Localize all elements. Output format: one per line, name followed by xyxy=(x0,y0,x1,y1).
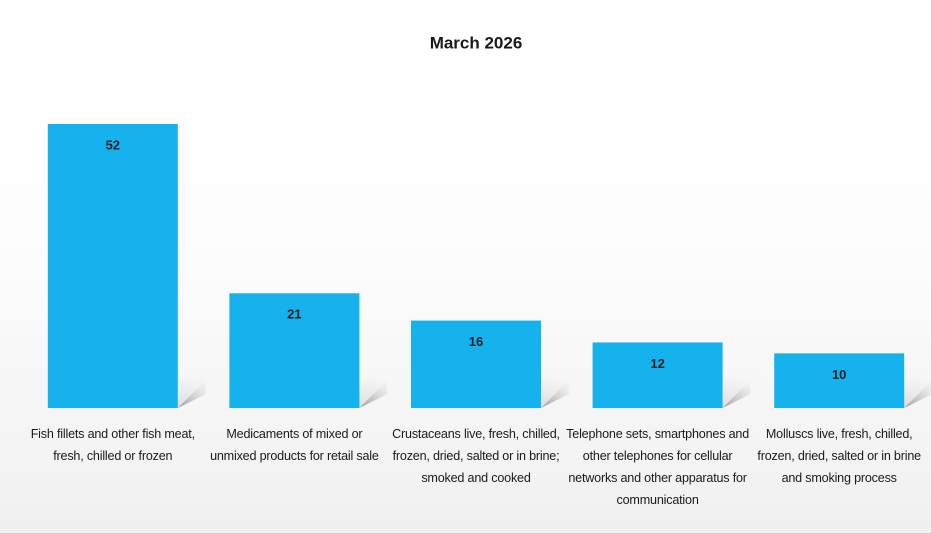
x-tick-label: Medicaments of mixed or unmixed products… xyxy=(210,427,379,463)
bar xyxy=(592,342,723,408)
bar xyxy=(774,353,905,408)
data-label: 12 xyxy=(650,356,664,371)
chart-title: March 2026 xyxy=(430,33,523,52)
bar xyxy=(411,320,541,408)
data-label: 16 xyxy=(469,334,483,349)
x-tick-label: Fish fillets and other fish meat, fresh,… xyxy=(30,427,195,463)
data-label: 52 xyxy=(106,137,120,152)
bar xyxy=(47,124,178,408)
data-label: 10 xyxy=(832,367,846,382)
data-label: 21 xyxy=(287,307,301,322)
x-tick-label: Telephone sets, smartphones and other te… xyxy=(566,427,750,507)
bar xyxy=(229,293,360,408)
x-tick-label: Crustaceans live, fresh, chilled, frozen… xyxy=(392,427,560,485)
x-tick-label: Molluscs live, fresh, chilled, frozen, d… xyxy=(757,427,921,485)
